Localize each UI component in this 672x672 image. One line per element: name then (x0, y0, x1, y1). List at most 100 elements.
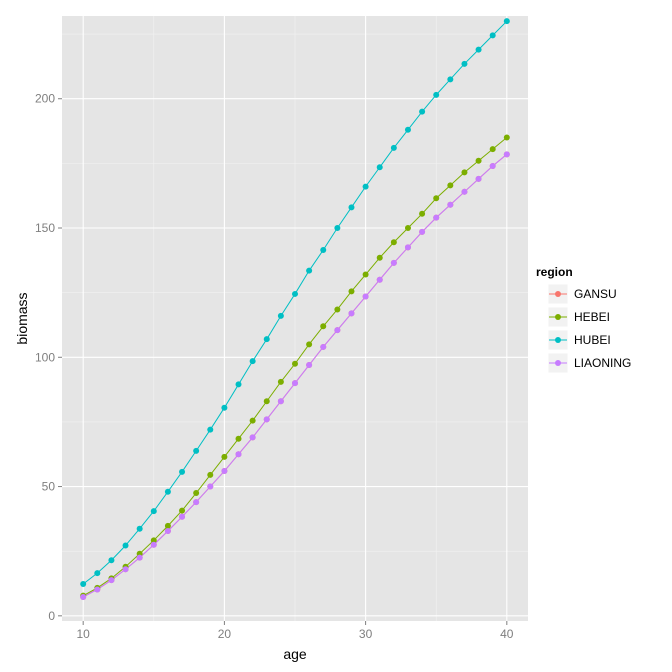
point-hubei (320, 246, 327, 253)
point-hebei (207, 471, 214, 478)
point-liaoning (489, 162, 496, 169)
point-hubei (489, 32, 496, 39)
point-hebei (292, 360, 298, 367)
point-hebei (221, 453, 228, 460)
point-liaoning (122, 566, 129, 573)
point-hubei (334, 225, 341, 232)
point-hebei (249, 417, 256, 424)
point-hubei (292, 290, 298, 297)
point-hubei (376, 164, 383, 171)
legend-label-hebei: HEBEI (574, 310, 610, 324)
point-hubei (179, 468, 186, 475)
point-hubei (80, 581, 87, 588)
point-hubei (249, 358, 256, 365)
point-hebei (447, 182, 454, 189)
legend: region GANSU HEBEI HUBEI LIAONING (536, 265, 631, 374)
legend-key-point-liaoning (555, 360, 561, 366)
x-axis-title: age (283, 646, 307, 662)
point-liaoning (80, 593, 87, 600)
point-liaoning (164, 528, 171, 535)
legend-label-hubei: HUBEI (574, 333, 611, 347)
y-tick-label: 0 (48, 609, 55, 623)
point-hubei (362, 183, 369, 190)
point-hubei (277, 312, 284, 319)
point-liaoning (390, 259, 397, 266)
series-points (80, 18, 510, 600)
point-liaoning (461, 188, 468, 195)
point-liaoning (348, 310, 355, 317)
point-hebei (475, 157, 482, 164)
point-liaoning (292, 380, 298, 387)
point-liaoning (221, 468, 228, 475)
point-hebei (348, 288, 355, 295)
point-liaoning (263, 416, 270, 423)
legend-items: GANSU HEBEI HUBEI LIAONING (547, 283, 631, 374)
point-hubei (475, 46, 482, 53)
y-tick-label: 200 (35, 92, 55, 106)
x-tick-label: 40 (500, 627, 514, 641)
point-liaoning (503, 151, 510, 158)
point-liaoning (179, 513, 186, 520)
x-tick-label: 10 (77, 627, 91, 641)
point-hubei (94, 570, 101, 577)
point-liaoning (249, 434, 256, 441)
legend-key-point-hubei (555, 337, 561, 343)
point-hebei (306, 341, 313, 348)
point-hebei (376, 254, 383, 261)
point-hebei (277, 378, 284, 385)
point-hubei (348, 204, 355, 211)
legend-title: region (536, 265, 573, 279)
point-liaoning (207, 483, 214, 490)
point-hubei (108, 557, 115, 564)
point-hebei (235, 435, 242, 442)
point-hubei (447, 76, 454, 83)
point-hubei (207, 426, 214, 433)
x-tick-label: 30 (359, 627, 373, 641)
point-hubei (193, 447, 200, 454)
point-liaoning (320, 343, 327, 350)
point-liaoning (334, 327, 341, 334)
point-hubei (164, 488, 171, 495)
point-hebei (433, 195, 440, 202)
point-hebei (489, 146, 496, 153)
point-hubei (136, 525, 143, 532)
point-liaoning (150, 541, 157, 548)
point-liaoning (108, 577, 115, 584)
point-hebei (150, 537, 157, 544)
point-hebei (362, 271, 369, 278)
legend-label-liaoning: LIAONING (574, 356, 631, 370)
point-hubei (390, 144, 397, 151)
point-liaoning (235, 451, 242, 458)
y-tick-label: 50 (42, 480, 56, 494)
point-hebei (503, 134, 510, 141)
y-tick-label: 100 (35, 350, 55, 364)
point-hubei (461, 60, 468, 67)
point-hebei (404, 225, 411, 232)
point-hubei (263, 336, 270, 343)
point-hubei (235, 381, 242, 388)
point-liaoning (193, 499, 200, 506)
y-tick-label: 150 (35, 221, 55, 235)
point-liaoning (404, 244, 411, 251)
point-hebei (461, 169, 468, 176)
point-hebei (179, 507, 186, 514)
point-liaoning (376, 276, 383, 283)
point-liaoning (419, 228, 426, 235)
point-liaoning (136, 554, 143, 561)
point-hebei (164, 522, 171, 529)
point-hebei (320, 323, 327, 330)
legend-label-gansu: GANSU (574, 287, 617, 301)
point-hebei (193, 490, 200, 497)
point-hubei (503, 18, 510, 25)
legend-key-point-gansu (555, 291, 561, 297)
point-liaoning (306, 362, 313, 369)
point-liaoning (433, 214, 440, 221)
point-hubei (419, 108, 426, 115)
point-hubei (122, 542, 129, 549)
point-hubei (433, 91, 440, 98)
point-liaoning (447, 201, 454, 208)
point-hubei (150, 508, 157, 515)
x-tick-label: 20 (218, 627, 232, 641)
point-liaoning (362, 293, 369, 300)
point-hebei (390, 239, 397, 246)
